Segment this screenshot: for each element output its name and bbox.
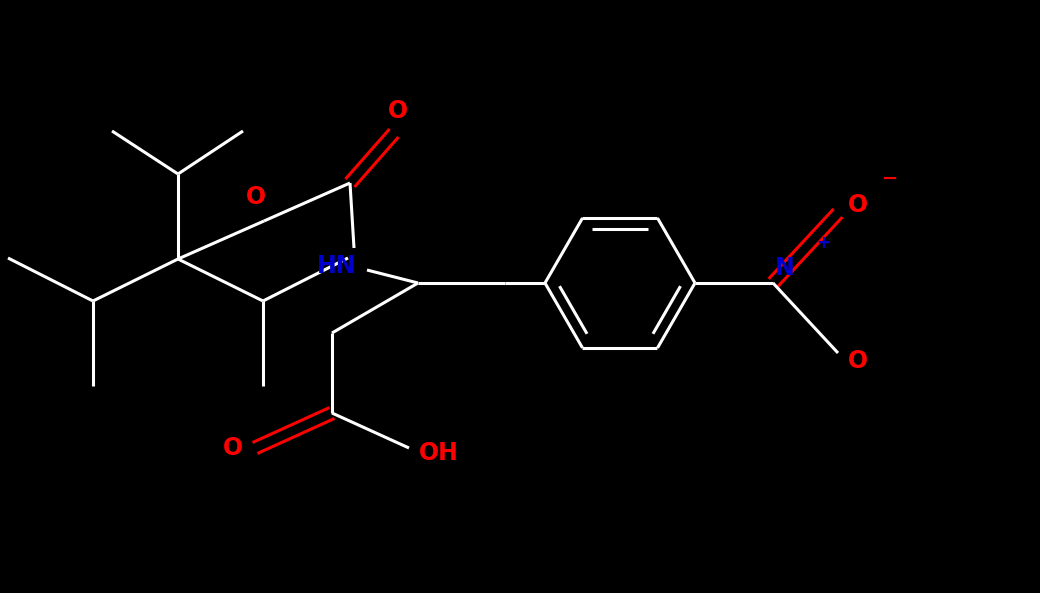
Text: O: O [848, 193, 868, 217]
Text: +: + [816, 234, 830, 252]
Text: O: O [388, 99, 408, 123]
Text: OH: OH [419, 441, 459, 465]
Text: O: O [223, 436, 243, 460]
Text: O: O [848, 349, 868, 373]
Text: −: − [882, 168, 899, 187]
Text: HN: HN [317, 254, 357, 278]
Text: N: N [775, 256, 795, 280]
Text: O: O [245, 185, 266, 209]
